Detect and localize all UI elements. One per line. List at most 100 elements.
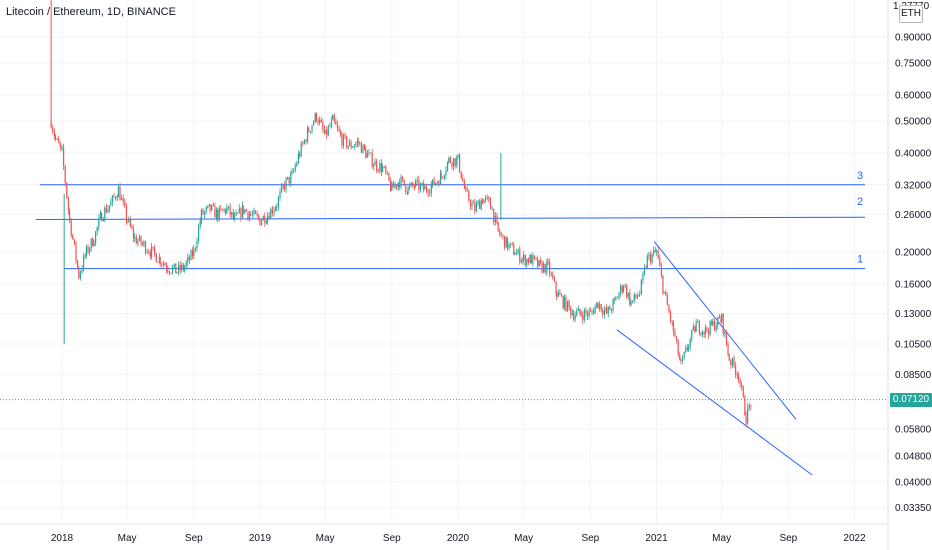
candle-body [135, 236, 137, 244]
candle-body [161, 264, 163, 265]
candle-body [588, 310, 590, 316]
candle-body [352, 147, 354, 148]
candle-body [491, 208, 493, 210]
candle-body [486, 197, 488, 199]
candle-body [747, 407, 749, 424]
symbol-title: Litecoin / Ethereum, 1D, BINANCE [6, 6, 176, 18]
price-axis[interactable]: 0.90000 0.75000 0.60000 0.50000 0.40000 0.320… [895, 32, 932, 513]
candle-body [179, 264, 181, 271]
candle-body [190, 250, 192, 260]
candle-body [371, 152, 373, 167]
candle-body [50, 121, 52, 128]
candle-body [380, 163, 383, 172]
candle-body [700, 333, 702, 335]
candle-body [500, 234, 502, 236]
price-tick-label: 0.04800 [895, 451, 932, 462]
candle-body [513, 244, 515, 255]
candle-body [600, 304, 602, 311]
candle-body [739, 379, 741, 385]
candle-body [360, 142, 362, 153]
candle-body [64, 166, 66, 183]
candle-body [448, 157, 450, 162]
candle-body [541, 262, 543, 273]
time-tick-label: 2022 [843, 533, 866, 544]
candle-body [626, 285, 628, 297]
candle-body [218, 207, 220, 220]
candle-body [111, 195, 114, 203]
candle-body [116, 197, 118, 199]
time-tick-label: May [514, 533, 533, 544]
candle-body [357, 141, 359, 144]
candle-body [198, 226, 200, 242]
candle-body [329, 126, 331, 127]
candle-body [143, 241, 145, 244]
candle-body [488, 197, 490, 199]
candle-body [281, 185, 283, 192]
candle-body [386, 172, 388, 174]
candle-body [200, 209, 203, 222]
candle-body [350, 142, 352, 148]
price-tick-label: 0.04000 [895, 478, 932, 489]
candle-body [362, 144, 364, 153]
candle-body [241, 205, 244, 218]
candle-body [52, 127, 54, 132]
candle-body [212, 205, 214, 206]
candle-body [340, 131, 342, 136]
candle-body [605, 308, 607, 311]
candle-body [273, 210, 275, 214]
candle-body [410, 182, 412, 186]
candle-body [529, 254, 531, 263]
candle-body [632, 300, 634, 302]
candle-body [446, 161, 449, 171]
candle-body [285, 178, 287, 190]
candle-body [474, 202, 476, 212]
candle-body [406, 192, 409, 194]
candle-body [193, 248, 195, 256]
candle-body [146, 251, 148, 253]
candle-body [332, 115, 334, 120]
candle-body [259, 218, 261, 226]
candle-body [53, 131, 55, 137]
candle-body [553, 278, 556, 282]
candle-body [429, 192, 431, 194]
candle-body [58, 138, 60, 144]
candle-body [440, 172, 442, 177]
candle-body [485, 197, 487, 200]
candle-body [90, 238, 92, 249]
candle-body [544, 263, 546, 273]
candle-body [342, 134, 345, 146]
candle-body [745, 415, 747, 424]
candle-body [633, 294, 635, 301]
candle-body [472, 202, 475, 204]
candle-body [365, 149, 367, 158]
candle-body [698, 321, 700, 334]
candle-body [359, 142, 361, 144]
candle-body [185, 262, 187, 268]
chart-title: Litecoin / Ethereum, 1D, BINANCE [6, 6, 176, 18]
candle-body [208, 204, 211, 206]
candle-body [609, 306, 611, 311]
candle-body [79, 272, 82, 279]
candle-body [547, 261, 549, 263]
candle-body [526, 258, 528, 266]
candle-body [413, 185, 416, 187]
candle-body [320, 119, 322, 123]
candle-body [750, 405, 752, 406]
candle-body [416, 179, 418, 181]
time-axis[interactable]: 2018 May Sep 2019 May Sep 2020 May Sep 2021 May Sep… [51, 533, 866, 544]
currency-button[interactable]: ETH [899, 5, 923, 23]
candle-body [680, 360, 682, 362]
candle-body [336, 124, 339, 128]
price-tick-label: 0.90000 [895, 32, 932, 43]
price-tick-label: 0.75000 [895, 59, 932, 70]
trend-lines[interactable] [616, 241, 813, 476]
horizontal-level-lines[interactable]: 1 2 3 [35, 170, 866, 270]
candle-body [311, 125, 313, 132]
candle-body [176, 272, 178, 273]
candle-body [344, 134, 346, 137]
candle-body [704, 327, 706, 334]
candle-body [624, 285, 626, 287]
candle-body [728, 354, 730, 361]
candle-body [323, 129, 326, 134]
